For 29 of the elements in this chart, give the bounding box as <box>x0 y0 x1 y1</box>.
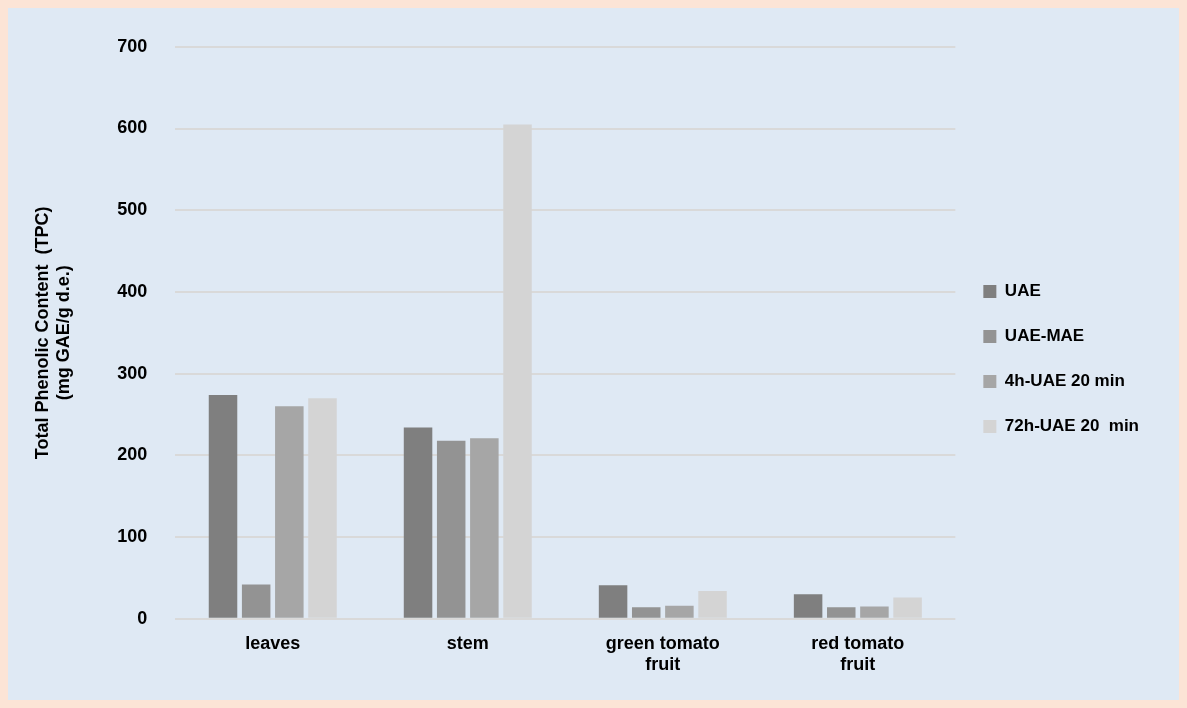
bar <box>208 394 238 618</box>
x-tick-label: leaves <box>245 632 301 653</box>
legend-label: UAE-MAE <box>1004 326 1085 346</box>
legend-label: 4h-UAE 20 min <box>1004 371 1125 391</box>
legend-label: 72h-UAE 20 min <box>1004 416 1140 436</box>
bar <box>470 438 499 618</box>
y-tick-label: 200 <box>117 444 148 465</box>
x-tick-label: green tomato fruit <box>605 632 720 675</box>
bar <box>598 585 628 618</box>
x-tick-label: stem <box>446 632 489 653</box>
bar <box>860 606 889 618</box>
bar <box>793 594 823 618</box>
bar <box>275 406 304 618</box>
y-axis-title: Total Phenolic Content (TPC) (mg GAE/g d.e.) <box>31 206 74 460</box>
bar <box>665 605 694 618</box>
y-tick-label: 700 <box>117 35 148 56</box>
bar <box>241 584 271 618</box>
bar <box>827 607 856 618</box>
y-tick-label: 0 <box>137 607 148 628</box>
bar <box>631 607 661 618</box>
x-tick-label: red tomato fruit <box>811 632 905 675</box>
y-tick-label: 400 <box>117 280 148 301</box>
y-tick-label: 100 <box>117 526 148 547</box>
legend-label: UAE <box>1004 281 1041 301</box>
y-tick-label: 600 <box>117 117 148 138</box>
bar <box>436 440 466 618</box>
y-tick-label: 500 <box>117 199 148 220</box>
bar <box>403 427 433 618</box>
y-tick-label: 300 <box>117 362 148 383</box>
